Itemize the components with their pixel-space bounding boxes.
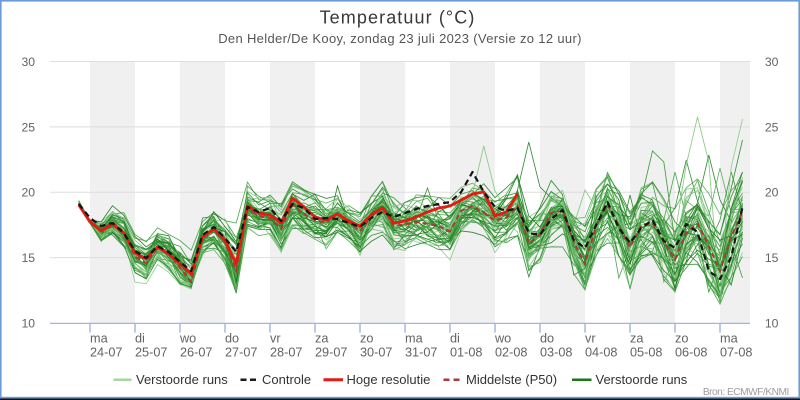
svg-text:do: do [540, 331, 554, 345]
svg-text:29-07: 29-07 [315, 345, 347, 359]
svg-text:vr: vr [270, 331, 281, 345]
svg-text:28-07: 28-07 [270, 345, 302, 359]
svg-text:10: 10 [765, 316, 779, 330]
svg-text:wo: wo [494, 331, 511, 345]
svg-text:10: 10 [21, 316, 35, 330]
svg-text:15: 15 [765, 251, 779, 265]
svg-text:20: 20 [765, 186, 779, 200]
svg-text:Verstoorde runs: Verstoorde runs [136, 372, 228, 387]
svg-text:05-08: 05-08 [630, 345, 662, 359]
svg-text:zo: zo [360, 331, 373, 345]
svg-text:do: do [225, 331, 239, 345]
svg-text:Controle: Controle [262, 372, 311, 387]
svg-text:di: di [135, 331, 145, 345]
svg-text:Den Helder/De Kooy, zondag 23: Den Helder/De Kooy, zondag 23 juli 2023 … [218, 31, 582, 46]
svg-text:di: di [450, 331, 460, 345]
svg-text:06-08: 06-08 [675, 345, 707, 359]
svg-text:15: 15 [21, 251, 35, 265]
svg-text:25: 25 [21, 120, 35, 134]
svg-text:24-07: 24-07 [90, 345, 122, 359]
svg-text:01-08: 01-08 [450, 345, 482, 359]
svg-text:Verstoorde runs: Verstoorde runs [596, 372, 688, 387]
svg-text:03-08: 03-08 [540, 345, 572, 359]
svg-text:07-08: 07-08 [720, 345, 752, 359]
svg-text:04-08: 04-08 [585, 345, 617, 359]
svg-text:vr: vr [585, 331, 596, 345]
svg-text:ma: ma [405, 331, 424, 345]
svg-text:wo: wo [179, 331, 196, 345]
svg-text:za: za [315, 331, 329, 345]
svg-text:Hoge resolutie: Hoge resolutie [347, 372, 431, 387]
svg-text:31-07: 31-07 [405, 345, 437, 359]
svg-text:02-08: 02-08 [495, 345, 527, 359]
svg-text:zo: zo [675, 331, 688, 345]
svg-text:30-07: 30-07 [360, 345, 392, 359]
svg-text:30: 30 [765, 55, 779, 69]
svg-text:30: 30 [21, 55, 35, 69]
svg-text:25: 25 [765, 120, 779, 134]
svg-text:Middelste (P50): Middelste (P50) [466, 372, 557, 387]
svg-text:26-07: 26-07 [180, 345, 212, 359]
svg-text:za: za [630, 331, 644, 345]
svg-text:ma: ma [90, 331, 109, 345]
svg-text:20: 20 [21, 186, 35, 200]
svg-text:Bron: ECMWF/KNMI: Bron: ECMWF/KNMI [703, 387, 789, 398]
svg-text:27-07: 27-07 [225, 345, 257, 359]
svg-text:ma: ma [720, 331, 739, 345]
svg-text:25-07: 25-07 [135, 345, 167, 359]
svg-text:Temperatuur (°C): Temperatuur (°C) [320, 8, 476, 28]
